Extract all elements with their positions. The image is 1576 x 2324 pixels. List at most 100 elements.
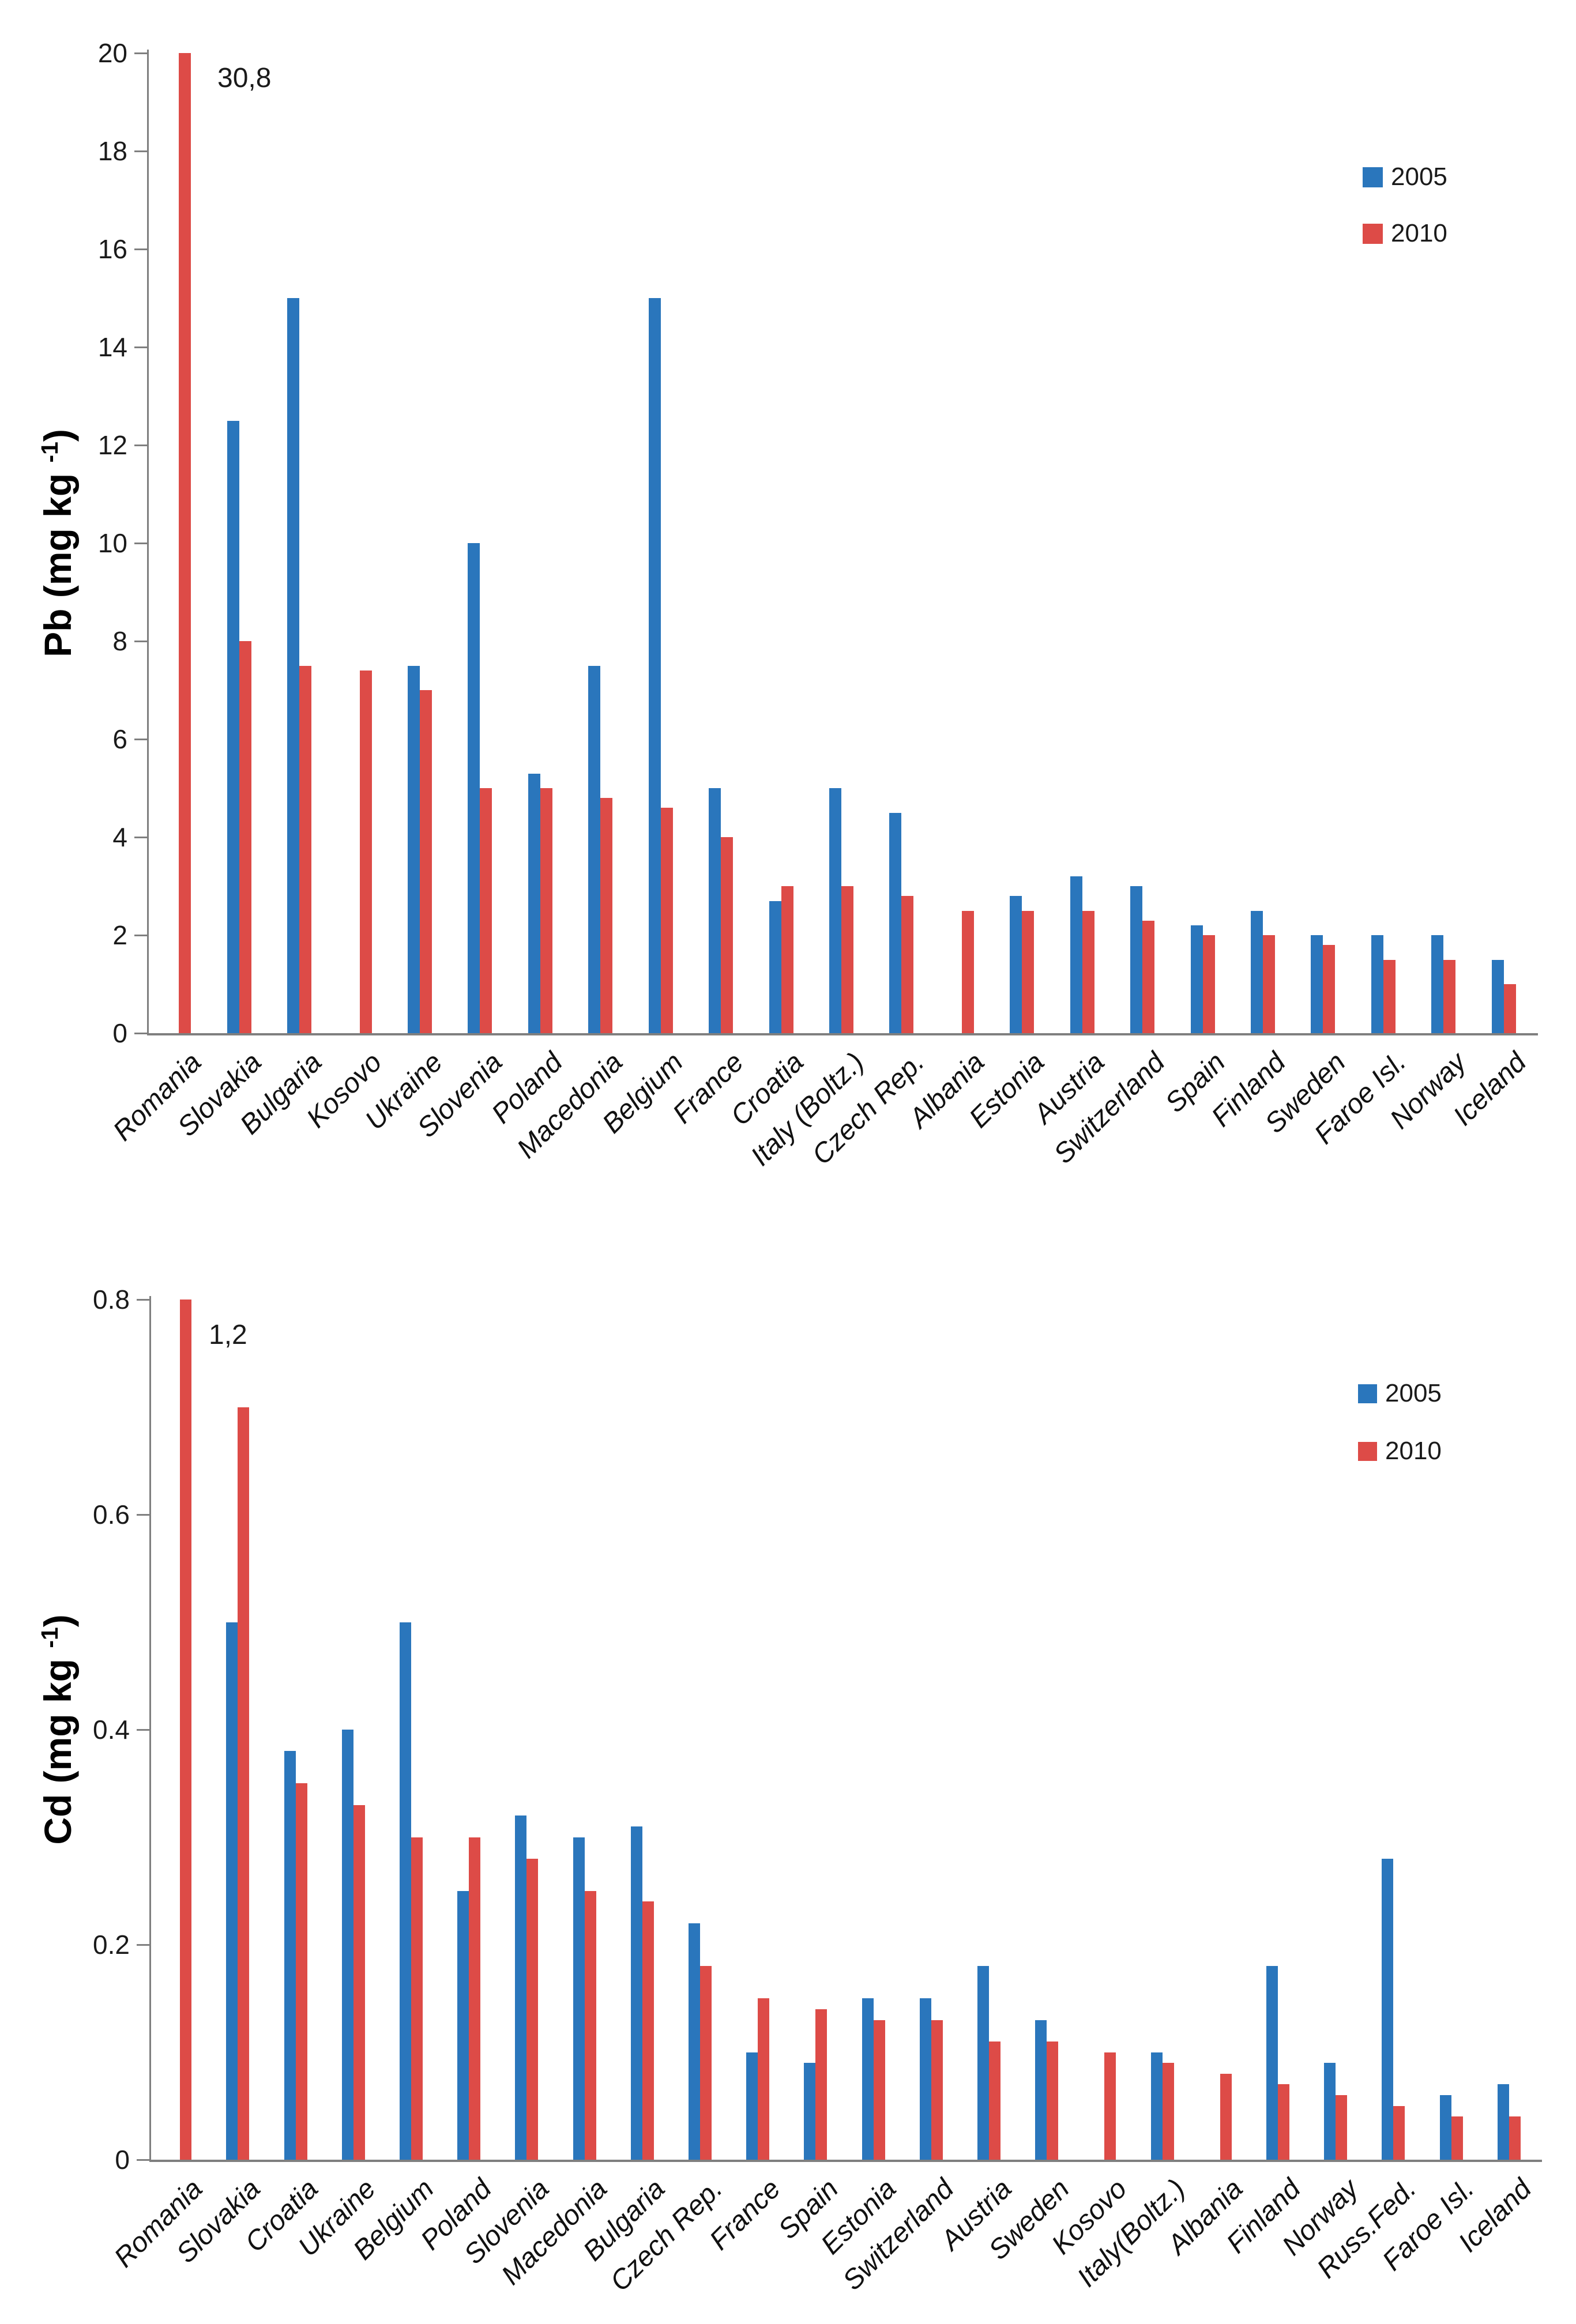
bar-2010 xyxy=(584,1890,596,2160)
y-tick-label: 0.8 xyxy=(93,1285,130,1314)
bar-2010 xyxy=(1047,2041,1059,2160)
bar-2010 xyxy=(1451,2116,1463,2160)
bar-2010 xyxy=(660,808,673,1033)
y-tick-mark xyxy=(134,52,147,54)
bar-2005 xyxy=(226,1622,238,2160)
legend-item-2005: 2005 xyxy=(1358,1381,1442,1406)
legend-swatch-2010 xyxy=(1358,1441,1377,1461)
y-tick-mark xyxy=(137,1514,149,1516)
bar-2010 xyxy=(642,1901,654,2160)
bar-2010 xyxy=(901,896,914,1033)
bar-2010 xyxy=(419,690,432,1033)
legend-label: 2005 xyxy=(1391,163,1447,191)
legend-swatch-2005 xyxy=(1363,167,1383,187)
bar-2005 xyxy=(1439,2095,1451,2160)
bar-2010 xyxy=(1509,2116,1521,2160)
x-axis-line xyxy=(147,1033,1538,1035)
bar-2010 xyxy=(238,1407,250,2160)
legend-label: 2010 xyxy=(1391,219,1447,247)
y-tick-mark xyxy=(134,543,147,544)
bar-2005 xyxy=(1251,910,1263,1033)
bar-2010 xyxy=(1263,935,1276,1033)
y-tick-mark xyxy=(134,445,147,446)
bar-2010 xyxy=(480,788,492,1033)
bar-2010 xyxy=(815,2009,828,2160)
y-tick-mark xyxy=(134,150,147,152)
bar-2005 xyxy=(1324,2063,1336,2160)
bar-2010 xyxy=(469,1837,481,2160)
bar-2010 xyxy=(295,1783,307,2160)
y-tick-label: 4 xyxy=(112,822,127,852)
y-tick-label: 20 xyxy=(97,38,127,68)
bar-2005 xyxy=(804,2063,816,2160)
y-axis-line xyxy=(147,50,149,1034)
bar-2010 xyxy=(758,1998,770,2160)
bar-2005 xyxy=(1311,935,1323,1033)
bar-2005 xyxy=(919,1998,931,2160)
y-tick-label: 14 xyxy=(97,332,127,362)
bar-2010 xyxy=(1202,935,1215,1033)
bar-2005 xyxy=(399,1622,411,2160)
y-tick-mark xyxy=(137,1944,149,1946)
bar-2005 xyxy=(227,420,239,1033)
legend-swatch-2010 xyxy=(1363,223,1383,244)
clipped-value-annotation: 1,2 xyxy=(209,1320,247,1350)
bar-2005 xyxy=(1150,2052,1163,2160)
bar-2005 xyxy=(287,298,300,1033)
bar-2005 xyxy=(977,1966,990,2160)
y-tick-label: 0.4 xyxy=(93,1715,130,1745)
bar-2005 xyxy=(1190,925,1203,1033)
bar-2010 xyxy=(1336,2095,1348,2160)
y-tick-label: 0 xyxy=(115,2145,130,2175)
y-tick-mark xyxy=(134,837,147,838)
bar-2010 xyxy=(180,1300,192,2160)
y-tick-label: 0.2 xyxy=(93,1930,130,1960)
legend-item-2010: 2010 xyxy=(1358,1438,1442,1464)
y-axis-title-superscript: -1 xyxy=(36,1627,63,1648)
y-tick-mark xyxy=(137,1299,149,1301)
bar-2005 xyxy=(1491,959,1504,1033)
bar-2005 xyxy=(468,543,480,1033)
y-tick-mark xyxy=(134,641,147,642)
bar-2005 xyxy=(515,1815,527,2160)
bar-2010 xyxy=(1393,2105,1405,2160)
bar-2010 xyxy=(961,910,974,1033)
y-tick-label: 0 xyxy=(112,1018,127,1048)
y-tick-label: 18 xyxy=(97,136,127,166)
legend-swatch-2005 xyxy=(1358,1384,1377,1403)
bar-2010 xyxy=(526,1858,539,2160)
bar-2005 xyxy=(889,812,902,1033)
bar-2005 xyxy=(457,1890,469,2160)
clipped-value-annotation: 30,8 xyxy=(217,63,272,93)
bar-2010 xyxy=(781,886,793,1033)
bar-2005 xyxy=(769,901,781,1033)
bar-2010 xyxy=(540,788,552,1033)
bar-2005 xyxy=(630,1826,642,2160)
bar-2005 xyxy=(341,1730,353,2160)
bar-2005 xyxy=(588,665,601,1033)
bar-2010 xyxy=(841,886,853,1033)
bar-2010 xyxy=(1104,2052,1116,2160)
bar-2005 xyxy=(1010,896,1022,1033)
bar-2005 xyxy=(1070,876,1082,1033)
bar-2010 xyxy=(600,798,613,1033)
bar-2010 xyxy=(239,641,251,1033)
bar-2005 xyxy=(746,2052,758,2160)
bar-2005 xyxy=(709,788,721,1033)
y-tick-label: 0.6 xyxy=(93,1500,130,1530)
bar-2010 xyxy=(1278,2084,1290,2160)
bar-2010 xyxy=(699,1966,712,2160)
bar-2010 xyxy=(179,53,191,1033)
y-tick-label: 16 xyxy=(97,234,127,264)
bar-2005 xyxy=(1371,935,1383,1033)
bar-2010 xyxy=(1323,945,1336,1033)
y-tick-mark xyxy=(134,935,147,936)
legend-label: 2005 xyxy=(1385,1379,1442,1407)
bar-2010 xyxy=(1082,910,1094,1033)
y-tick-label: 10 xyxy=(97,528,127,558)
bar-2005 xyxy=(284,1751,296,2160)
bar-2010 xyxy=(1503,984,1516,1033)
bar-2010 xyxy=(1162,2063,1174,2160)
